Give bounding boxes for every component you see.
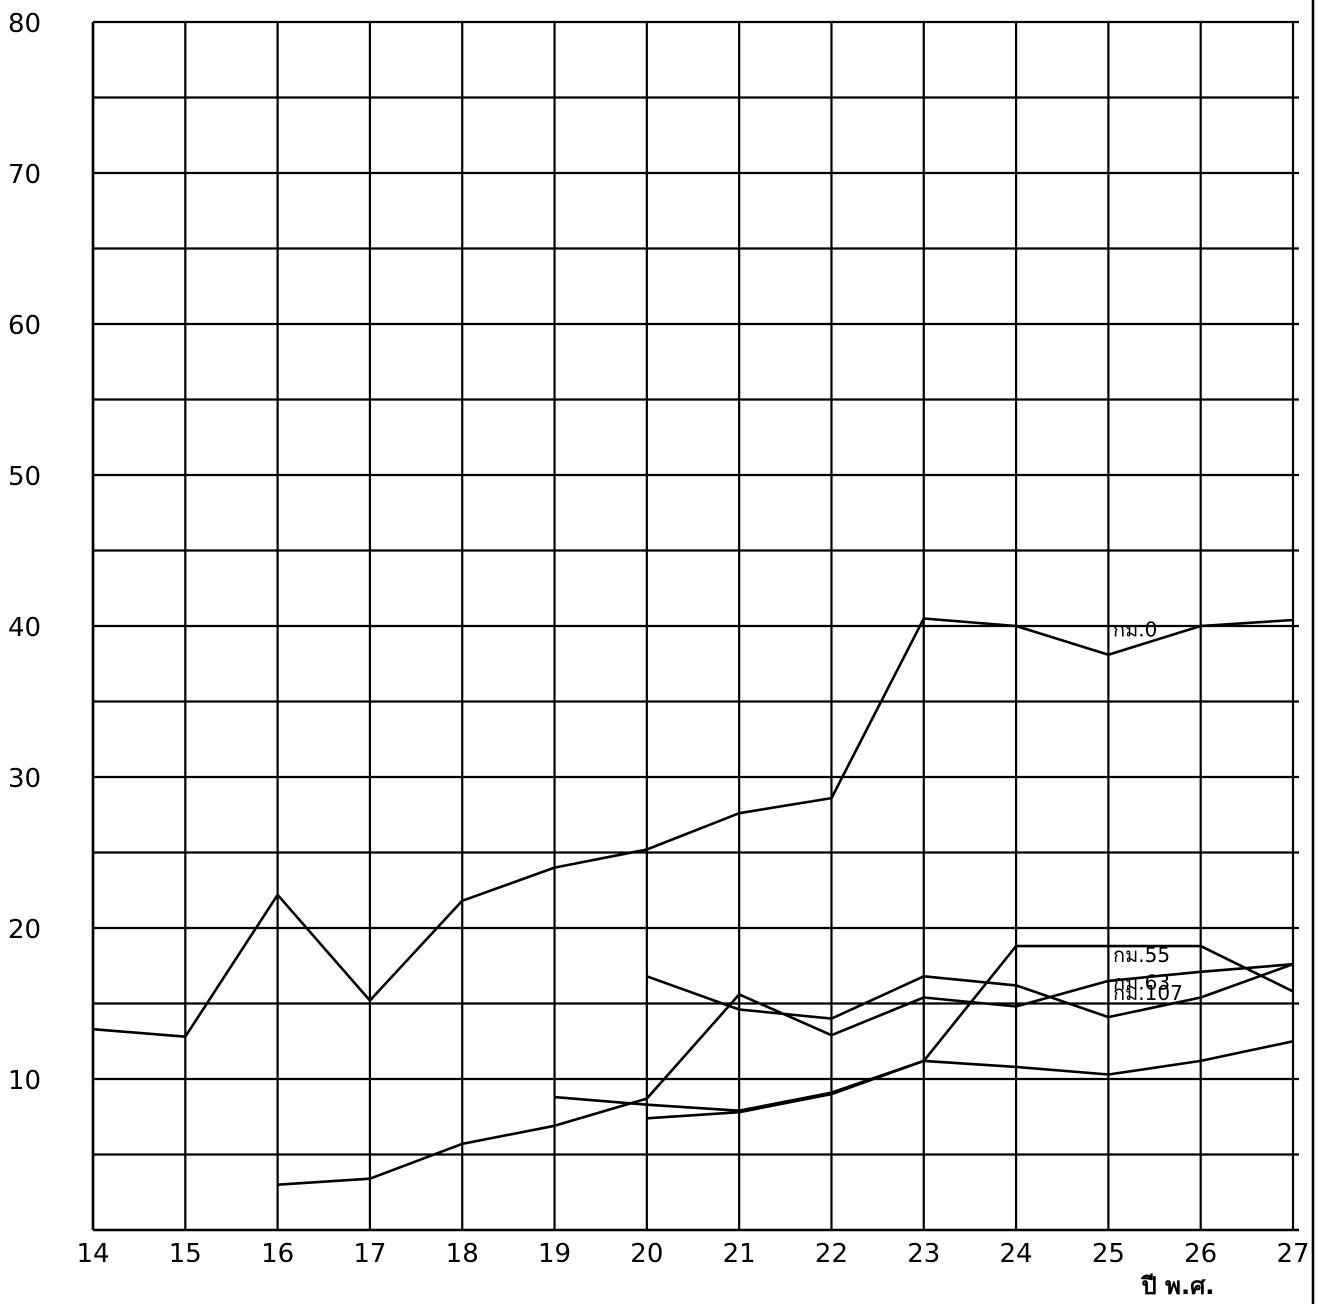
y-tick-label: 70	[8, 160, 41, 190]
series-label: กม.55	[1113, 943, 1170, 967]
x-tick-label: 15	[169, 1239, 202, 1269]
y-tick-label: 50	[8, 462, 41, 492]
y-tick-label: 40	[8, 613, 41, 643]
x-axis-label: ปี พ.ศ.	[1140, 1272, 1214, 1300]
series-line	[92, 617, 1294, 1038]
x-tick-label: 21	[723, 1239, 756, 1269]
series-label: กม.0	[1113, 618, 1157, 642]
x-tick-label: 19	[538, 1239, 571, 1269]
x-tick-label: 27	[1276, 1239, 1309, 1269]
y-tick-label: 30	[8, 764, 41, 794]
series-label: กม.107	[1113, 981, 1183, 1005]
y-tick-label: 60	[8, 311, 41, 341]
y-tick-label: 10	[8, 1066, 41, 1096]
series-label: กม.63	[1113, 971, 1170, 995]
x-tick-label: 22	[815, 1239, 848, 1269]
x-tick-label: 26	[1184, 1239, 1217, 1269]
x-tick-label: 25	[1092, 1239, 1125, 1269]
x-tick-label: 20	[630, 1239, 663, 1269]
y-tick-label: 80	[8, 9, 41, 39]
x-tick-label: 18	[446, 1239, 479, 1269]
x-tick-label: 16	[261, 1239, 294, 1269]
x-tick-label: 17	[353, 1239, 386, 1269]
x-tick-label: 24	[1000, 1239, 1033, 1269]
series-line	[646, 962, 1294, 1020]
series-line	[646, 1040, 1294, 1120]
x-tick-label: 23	[907, 1239, 940, 1269]
x-axis-ticks: 14 15 16 17 18 19 20 21 22 23 24 25 26 27	[76, 1239, 1309, 1269]
series-group	[92, 617, 1294, 1186]
y-tick-label: 20	[8, 915, 41, 945]
y-axis-ticks: 80 70 60 50 40 30 20 10	[8, 9, 41, 1096]
x-tick-label: 14	[76, 1239, 109, 1269]
